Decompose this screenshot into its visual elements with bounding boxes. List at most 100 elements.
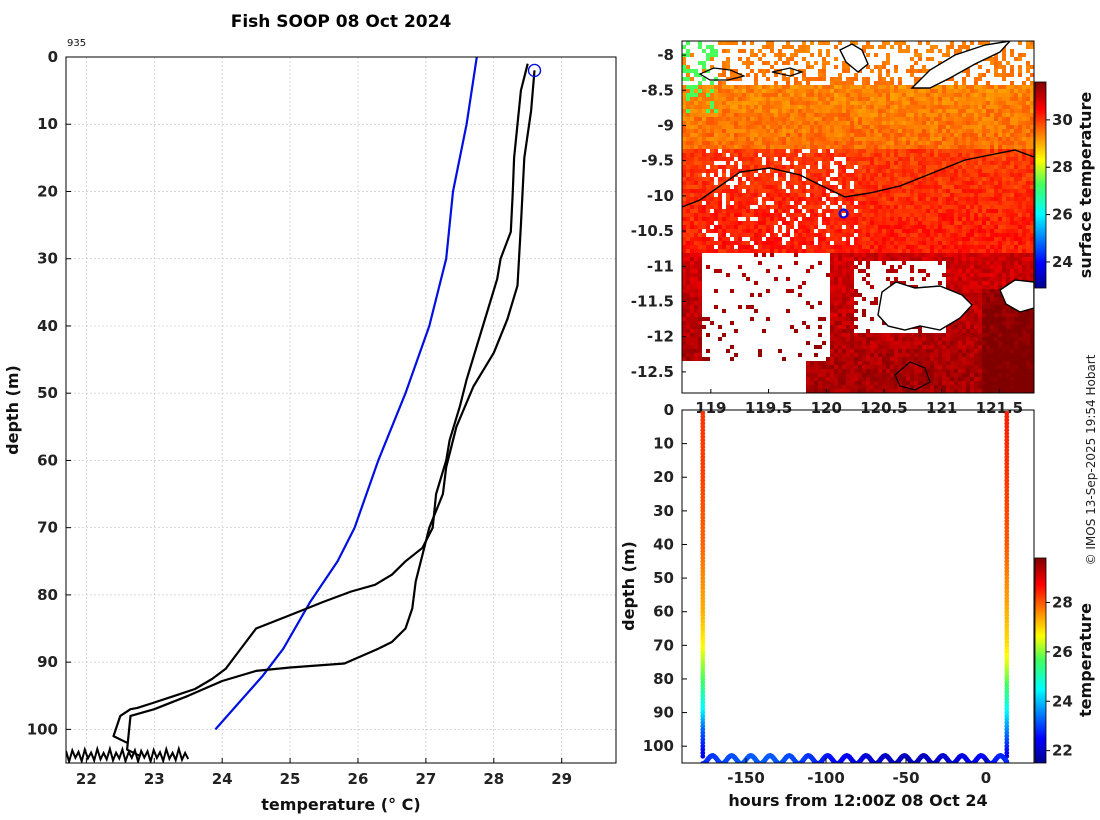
sst-cell	[858, 337, 862, 341]
sst-cell	[914, 181, 918, 185]
sst-cell	[898, 161, 902, 165]
sst-cell	[922, 209, 926, 213]
sst-cell	[918, 249, 922, 253]
sst-cell	[726, 161, 730, 165]
sst-cell	[734, 101, 738, 105]
sst-cell	[770, 181, 774, 185]
sst-cell	[922, 277, 926, 281]
sst-cell	[886, 173, 890, 177]
sst-cell	[826, 61, 830, 65]
sst-cell	[786, 109, 790, 113]
sst-cell	[790, 109, 794, 113]
sst-cell	[906, 249, 910, 253]
sst-cell	[942, 205, 946, 209]
sst-cell	[818, 189, 822, 193]
sst-cell	[798, 45, 802, 49]
sst-cell	[962, 361, 966, 365]
sst-cell	[690, 93, 694, 97]
sst-cell	[790, 173, 794, 177]
sst-cell	[918, 137, 922, 141]
sst-cell	[874, 81, 878, 85]
sst-cell	[966, 277, 970, 281]
sst-cell	[942, 365, 946, 369]
sst-cell	[882, 93, 886, 97]
sst-cell	[898, 117, 902, 121]
sst-cell	[978, 165, 982, 169]
sst-cell	[962, 117, 966, 121]
sst-cell	[938, 169, 942, 173]
sst-cell	[974, 353, 978, 357]
sst-cell	[702, 153, 706, 157]
sst-cell	[994, 85, 998, 89]
sst-cell	[978, 261, 982, 265]
sst-cell	[766, 217, 770, 221]
sst-cell	[958, 121, 962, 125]
sst-cell	[738, 185, 742, 189]
sst-cell	[966, 329, 970, 333]
sst-cell	[682, 145, 686, 149]
sst-cell	[730, 249, 734, 253]
sst-cell	[922, 165, 926, 169]
sst-cell	[750, 213, 754, 217]
sst-cell	[826, 121, 830, 125]
sst-cell	[786, 245, 790, 249]
sst-cell	[726, 133, 730, 137]
sst-cell	[858, 121, 862, 125]
sst-cell	[994, 165, 998, 169]
sst-cell	[834, 209, 838, 213]
sst-cell	[690, 97, 694, 101]
sst-cell	[706, 161, 710, 165]
sst-cell	[854, 309, 858, 313]
sst-cell	[822, 221, 826, 225]
sst-cell	[738, 149, 742, 153]
sst-cell	[794, 229, 798, 233]
sst-cell	[726, 245, 730, 249]
sst-cell	[870, 253, 874, 257]
sst-cell	[934, 209, 938, 213]
sst-cell	[906, 365, 910, 369]
sst-cell	[686, 41, 690, 45]
sst-cell	[838, 113, 842, 117]
sst-cell	[742, 113, 746, 117]
sst-cell	[738, 169, 742, 173]
sst-cell	[814, 385, 818, 389]
sst-cell	[690, 357, 694, 361]
sst-cell	[778, 265, 782, 269]
sst-cell	[970, 357, 974, 361]
sst-cell	[954, 173, 958, 177]
sst-cell	[834, 329, 838, 333]
sst-cell	[762, 189, 766, 193]
sst-cell	[842, 317, 846, 321]
sst-cell	[878, 341, 882, 345]
sst-cell	[914, 137, 918, 141]
sst-cell	[718, 97, 722, 101]
sst-cell	[906, 357, 910, 361]
sst-cell	[822, 85, 826, 89]
sst-cell	[874, 165, 878, 169]
sst-cell	[702, 93, 706, 97]
sst-cell	[814, 149, 818, 153]
sst-cell	[810, 237, 814, 241]
sst-cell	[806, 325, 810, 329]
sst-cell	[918, 169, 922, 173]
sst-cell	[918, 105, 922, 109]
sst-cell	[958, 153, 962, 157]
sst-cell	[718, 145, 722, 149]
sst-cell	[882, 97, 886, 101]
sst-cell	[870, 153, 874, 157]
sst-cell	[838, 277, 842, 281]
sst-cell	[858, 165, 862, 169]
sst-cell	[690, 269, 694, 273]
sst-cell	[782, 117, 786, 121]
sst-cell	[978, 97, 982, 101]
sst-cell	[970, 93, 974, 97]
sst-cell	[882, 177, 886, 181]
sst-cell	[826, 53, 830, 57]
sst-cell	[686, 165, 690, 169]
sst-cell	[710, 185, 714, 189]
sst-cell	[730, 73, 734, 77]
sst-cell	[902, 89, 906, 93]
sst-cell	[942, 133, 946, 137]
sst-cell	[882, 137, 886, 141]
sst-cell	[974, 133, 978, 137]
